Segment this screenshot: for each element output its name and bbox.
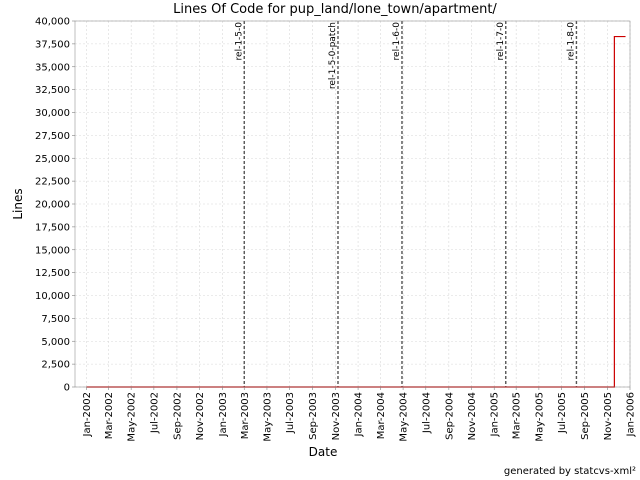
x-axis-label: Date — [309, 445, 338, 459]
y-tick-label: 37,500 — [35, 39, 70, 50]
release-marker-label: rel-1-7-0 — [496, 22, 506, 61]
y-tick-label: 5,000 — [41, 337, 70, 348]
x-tick-label: Nov-2005 — [603, 392, 614, 440]
y-tick-label: 22,500 — [35, 177, 70, 188]
release-marker-label: rel-1-5-0 — [234, 22, 244, 61]
x-tick-label: May-2003 — [262, 392, 273, 442]
x-axis-ticks: Jan-2002 Mar-2002 May-2002 Jul-2002 Sep-2002… — [82, 387, 637, 442]
y-tick-label: 25,000 — [35, 154, 70, 165]
x-tick-label: Mar-2005 — [512, 392, 523, 439]
y-tick-label: 20,000 — [35, 200, 70, 211]
x-tick-label: May-2004 — [399, 392, 410, 442]
x-tick-label: Jul-2005 — [557, 392, 568, 434]
release-marker-label: rel-1-6-0 — [392, 22, 402, 61]
y-axis-ticks: 0 2,500 5,000 7,500 10,000 12,500 15,000 17,500… — [35, 17, 75, 394]
release-marker-label: rel-1-5-0-patch — [328, 22, 338, 89]
x-tick-label: May-2005 — [534, 392, 545, 442]
x-tick-label: Sep-2005 — [580, 392, 591, 440]
y-tick-label: 2,500 — [41, 360, 70, 371]
grid-layer — [75, 20, 631, 388]
y-tick-label: 32,500 — [35, 85, 70, 96]
x-tick-label: Nov-2004 — [467, 392, 478, 440]
x-tick-label: Sep-2004 — [444, 392, 455, 440]
y-axis-label: Lines — [11, 188, 25, 219]
x-tick-label: Mar-2004 — [376, 392, 387, 439]
x-tick-label: Jan-2002 — [82, 392, 93, 437]
y-tick-label: 35,000 — [35, 62, 70, 73]
x-tick-label: Mar-2002 — [104, 392, 115, 439]
x-tick-label: Sep-2002 — [172, 392, 183, 440]
y-tick-label: 15,000 — [35, 245, 70, 256]
x-tick-label: Jan-2004 — [354, 392, 365, 437]
loc-series-line — [86, 35, 626, 388]
x-tick-label: Nov-2003 — [331, 392, 342, 440]
x-tick-label: Mar-2003 — [240, 392, 251, 439]
y-tick-label: 40,000 — [35, 17, 70, 28]
x-tick-label: May-2002 — [127, 392, 138, 442]
x-tick-label: Jan-2006 — [626, 392, 637, 437]
x-tick-label: Jan-2005 — [490, 392, 501, 437]
x-tick-label: Jul-2003 — [285, 392, 296, 434]
y-tick-label: 30,000 — [35, 108, 70, 119]
x-tick-label: Sep-2003 — [308, 392, 319, 440]
chart-title: Lines Of Code for pup_land/lone_town/apa… — [173, 2, 497, 17]
y-tick-label: 17,500 — [35, 222, 70, 233]
footer-credit: generated by statcvs-xml² — [504, 466, 636, 477]
series-layer — [86, 35, 626, 388]
x-tick-label: Jul-2002 — [149, 392, 160, 434]
y-tick-label: 12,500 — [35, 268, 70, 279]
x-tick-label: Nov-2002 — [195, 392, 206, 440]
y-tick-label: 7,500 — [41, 314, 70, 325]
y-tick-label: 0 — [64, 383, 70, 394]
x-tick-label: Jul-2004 — [421, 392, 432, 434]
y-tick-label: 27,500 — [35, 131, 70, 142]
y-tick-label: 10,000 — [35, 291, 70, 302]
x-tick-label: Jan-2003 — [218, 392, 229, 437]
release-marker-label: rel-1-8-0 — [566, 22, 576, 61]
release-markers: rel-1-5-0 rel-1-5-0-patch rel-1-6-0 rel-1-7… — [234, 21, 578, 387]
